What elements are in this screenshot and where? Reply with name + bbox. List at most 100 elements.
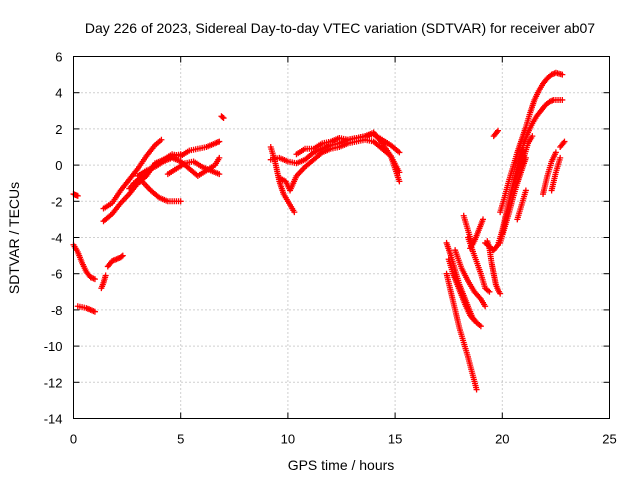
marker-trail	[210, 141, 217, 148]
series-arc-11	[164, 158, 223, 178]
marker-trail	[477, 268, 484, 275]
marker-trail	[490, 268, 497, 275]
marker-trail	[73, 192, 80, 199]
series-arc-17	[443, 270, 480, 393]
marker-trail	[532, 115, 539, 122]
marker-trail	[493, 243, 500, 250]
marker-trail	[107, 212, 114, 219]
marker-trail	[494, 285, 501, 292]
marker-trail	[180, 161, 187, 168]
y-axis-label: SDTVAR / TECUs	[6, 182, 22, 294]
x-axis-label: GPS time / hours	[288, 457, 395, 473]
marker-trail	[493, 129, 500, 136]
marker-trail	[158, 159, 165, 166]
marker-trail	[219, 114, 226, 121]
marker-trail	[201, 144, 208, 151]
data-point	[220, 115, 227, 122]
marker-trail	[156, 138, 163, 145]
marker-trail	[475, 229, 482, 236]
marker-trail	[468, 368, 475, 375]
marker-trail	[466, 310, 473, 317]
marker-trail	[279, 189, 286, 196]
marker-trail	[522, 125, 529, 132]
marker-trail	[552, 151, 559, 158]
marker-trail	[464, 351, 471, 358]
marker-trail	[206, 166, 213, 173]
marker-trail	[520, 156, 527, 163]
marker-trail	[547, 160, 554, 167]
marker-trail	[150, 164, 157, 171]
marker-trail	[368, 130, 375, 137]
series-arc-12	[218, 113, 227, 122]
marker-trail	[455, 322, 462, 329]
series-arc-25	[484, 238, 504, 297]
marker-trail	[476, 321, 483, 328]
marker-trail	[557, 96, 564, 103]
marker-trail	[300, 157, 307, 164]
marker-trail	[81, 304, 88, 311]
x-tick-label: 15	[388, 432, 402, 447]
marker-trail	[99, 281, 106, 288]
marker-trail	[116, 201, 123, 208]
marker-trail	[111, 256, 118, 263]
y-tick-label: -14	[44, 412, 63, 427]
series-arc-29	[512, 133, 536, 183]
series-arc-33	[548, 154, 564, 194]
marker-trail	[197, 162, 204, 169]
marker-trail	[517, 138, 524, 145]
marker-trail	[175, 157, 182, 164]
marker-trail	[351, 135, 358, 142]
marker-trail	[481, 283, 488, 290]
marker-trail	[470, 316, 477, 323]
marker-trail	[513, 182, 520, 189]
marker-trail	[125, 178, 132, 185]
marker-trail	[496, 288, 503, 295]
marker-trail	[476, 294, 483, 301]
marker-trail	[556, 156, 563, 163]
y-tick-label: -8	[51, 303, 63, 318]
marker-trail	[368, 138, 375, 145]
marker-trail	[524, 142, 531, 149]
series-arc-22	[464, 234, 493, 295]
marker-trail	[214, 170, 221, 177]
marker-trail	[292, 174, 299, 181]
marker-trail	[488, 257, 495, 264]
marker-trail	[78, 258, 85, 265]
series-arc-10	[134, 154, 223, 179]
marker-trail	[86, 306, 93, 313]
x-tick-label: 0	[70, 432, 77, 447]
marker-trail	[146, 185, 153, 192]
marker-trail	[107, 201, 114, 208]
marker-trail	[464, 225, 471, 232]
data-point	[119, 252, 126, 259]
marker-trail	[317, 141, 324, 148]
marker-trail	[394, 148, 401, 155]
marker-trail	[507, 193, 514, 200]
marker-trail	[325, 139, 332, 146]
grid-lines	[73, 56, 610, 419]
marker-trail	[470, 250, 477, 257]
marker-trail	[300, 146, 307, 153]
marker-trail	[309, 150, 316, 157]
marker-trail	[530, 98, 537, 105]
marker-trail	[457, 263, 464, 270]
marker-trail	[485, 287, 492, 294]
marker-trail	[326, 146, 333, 153]
marker-trail	[492, 279, 499, 286]
marker-trail	[386, 151, 393, 158]
x-tick-label: 5	[177, 432, 184, 447]
chart-title: Day 226 of 2023, Sidereal Day-to-day VTE…	[85, 20, 595, 36]
marker-trail	[163, 197, 170, 204]
marker-trail	[116, 189, 123, 196]
series-arc-30	[514, 187, 529, 223]
marker-trail	[359, 133, 366, 140]
marker-trail	[505, 180, 512, 187]
marker-trail	[386, 141, 393, 148]
marker-trail	[175, 198, 182, 205]
marker-trail	[557, 71, 564, 78]
series-arc-13	[267, 144, 298, 216]
series-arc-20	[452, 247, 489, 310]
marker-trail	[124, 192, 131, 199]
marker-trail	[283, 157, 290, 164]
marker-trail	[534, 89, 541, 96]
